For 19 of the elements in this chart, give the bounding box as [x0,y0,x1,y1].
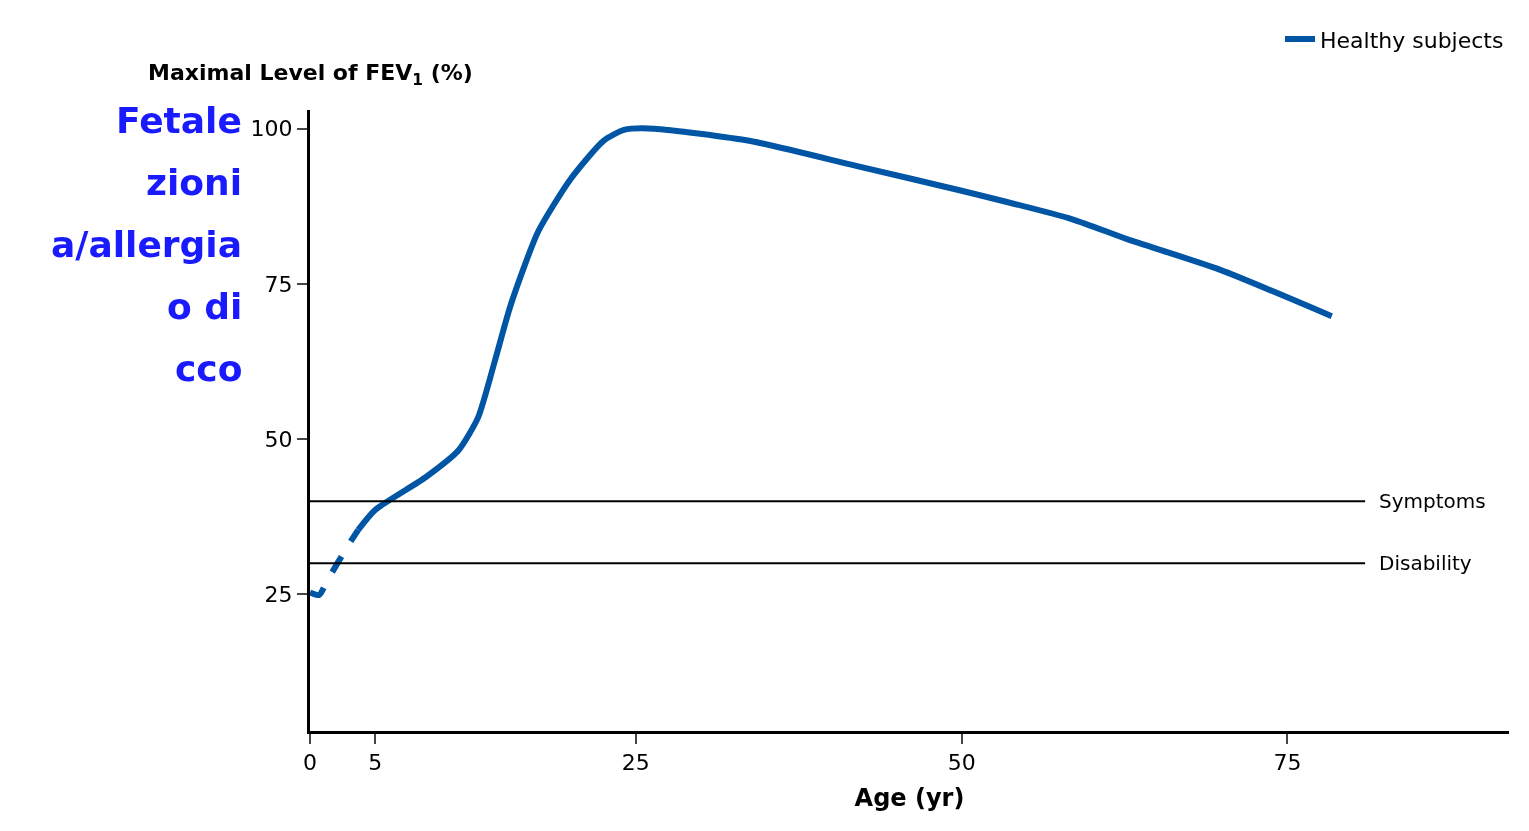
y-tick-label: 75 [264,271,293,297]
text: zioni [146,162,242,203]
text: Fetale [116,100,242,141]
y-tick-label: 100 [250,116,293,142]
x-axis-title: Age (yr) [854,783,965,812]
x-tick-label: 75 [1273,750,1302,776]
x-tick-label: 25 [621,750,650,776]
y-tick-label: 50 [264,426,293,452]
x-tick-label: 5 [368,750,383,776]
text: o di [167,286,243,327]
x-tick-label: 50 [947,750,976,776]
ref-line-label: Disability [1379,551,1472,575]
y-axis-title: Maximal Level of FEV$_{1}$ (%) [148,60,473,89]
x-tick-label: 0 [303,750,317,776]
legend-label: Healthy subjects [1320,27,1504,53]
y-tick-label: 25 [264,582,293,608]
ref-line-label: Symptoms [1379,489,1486,513]
text: cco [175,348,243,389]
text: a/allergia [51,224,242,265]
